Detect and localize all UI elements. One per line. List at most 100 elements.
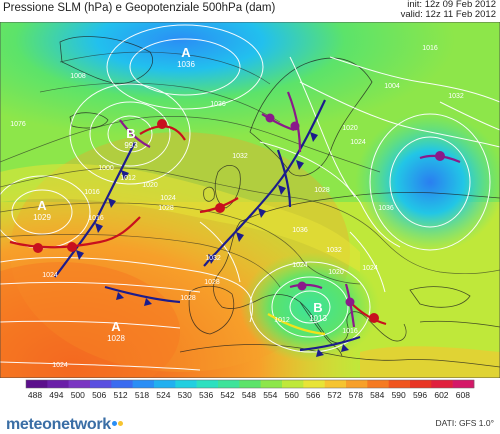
colorbar-swatch [175,380,197,388]
isobar-label: 1028 [158,205,174,212]
colorbar-swatch [239,380,261,388]
isobar-label: 1008 [70,73,86,80]
colorbar-tick-label: 494 [49,390,64,400]
warm-front-semicircles [33,119,379,323]
brand-logo: meteonetwork [6,416,123,434]
valid-time: valid: 12z 11 Feb 2012 [400,9,496,20]
coastlines [59,36,500,368]
colorbar-swatch [154,380,176,388]
brand-name: meteonetwork [6,416,111,433]
isobar-labels: 1076 1008 1000 1012 1016 1020 1024 1028 … [10,45,464,369]
isobar-label: 1024 [42,272,58,279]
isobar-label: 1032 [205,255,221,262]
data-source: DATI: GFS 1.0° [435,418,494,428]
isobar-label: 1000 [98,165,114,172]
colorbar-tick-label: 518 [134,390,150,400]
colorbar-panel: 488 494 500 506 512 518 524 530 536 542 548 554 560 5… [0,378,500,434]
colorbar-tick-label: 608 [455,390,470,400]
colorbar-swatch [388,380,411,388]
high-center-letter: A [181,45,191,60]
colorbar-tick-label: 500 [70,390,85,400]
colorbar-tick-label: 590 [391,390,406,400]
weather-map: A 1036 B 993 A 1029 A 1028 B 1013 1076 1… [0,22,500,378]
isobar-label: 1032 [448,93,464,100]
colorbar-swatch [90,380,112,388]
colorbar-swatch [218,380,240,388]
colorbar-tick-label: 578 [348,390,363,400]
colorbar-tick-label: 548 [241,390,256,400]
low-center-letter: B [313,300,322,315]
trough-line [267,312,326,336]
isobar-label: 1024 [362,265,378,272]
isobar-label: 1012 [274,317,290,324]
colorbar-swatch [431,380,453,388]
colorbar-swatch [346,380,368,388]
colorbar-tick-label: 524 [156,390,171,400]
colorbar-swatch [452,380,475,388]
colorbar-tick-label: 584 [370,390,385,400]
header: Pressione SLM (hPa) e Geopotenziale 500h… [0,0,500,22]
isobar-label: 1020 [328,269,344,276]
colorbar-tick-label: 536 [199,390,214,400]
isobar-label: 1016 [88,215,104,222]
isobar-label: 1028 [204,279,220,286]
occluded-front-symbols [265,113,445,307]
colorbar-tick-label: 596 [412,390,428,400]
isobar-label: 1036 [292,227,308,234]
colorbar-swatch [282,380,304,388]
high-center-letter: A [37,198,47,213]
isobar-label: 1028 [314,187,330,194]
colorbar-swatch [111,380,133,388]
low-center-letter: B [126,126,135,141]
colorbar-swatch [260,380,283,388]
colorbar-tick-label: 566 [306,390,321,400]
colorbar-tick-label: 560 [284,390,299,400]
cold-front-triangles [76,132,349,357]
colorbar-ticks: 488 494 500 506 512 518 524 530 536 542 548 554 560 5… [26,390,474,402]
colorbar-tick-label: 554 [263,390,278,400]
high-center-value: 1028 [107,334,125,343]
colorbar-swatch [47,380,69,388]
isobar-label: 1012 [120,175,136,182]
colorbar-tick-label: 530 [177,390,192,400]
init-time: init: 12z 09 Feb 2012 [407,0,496,10]
colorbar-tick-label: 488 [27,390,43,400]
colorbar-swatch [68,380,91,388]
geopotential-contours [0,51,500,288]
colorbar-tick-label: 512 [113,390,128,400]
isobar-label: 1032 [232,153,248,160]
isobar-label: 1016 [422,45,438,52]
colorbar-swatch [367,380,389,388]
low-center-value: 1013 [309,314,327,323]
colorbar-swatch [324,380,347,388]
isobar-label: 1024 [292,262,308,269]
isobar-label: 1016 [84,189,100,196]
isobar-label: 1024 [160,195,176,202]
isobar-label: 1020 [142,182,158,189]
colorbar-swatch [196,380,219,388]
pressure-centers: A 1036 B 993 A 1029 A 1028 B 1013 [33,45,327,343]
colorbar-swatch [303,380,325,388]
isobar-label: 1076 [10,121,26,128]
colorbar-tick-label: 602 [434,390,449,400]
isobar-label: 1024 [52,362,68,369]
high-center-value: 1029 [33,213,51,222]
isobar-label: 1024 [350,139,366,146]
colorbar-tick-label: 506 [92,390,107,400]
isobar-label: 1016 [342,328,358,335]
isobar-label: 1028 [180,295,196,302]
isobars [0,24,500,371]
low-center-value: 993 [124,141,138,150]
colorbar [25,379,475,389]
run-info: init: 12z 09 Feb 2012 valid: 12z 11 Feb … [401,0,496,20]
colorbar-tick-label: 542 [220,390,235,400]
isobar-label: 1036 [210,101,226,108]
colorbar-tick-label: 572 [327,390,342,400]
isobar-label: 1036 [378,205,394,212]
isobar-label: 1020 [342,125,358,132]
isobar-label: 1004 [384,83,400,90]
colorbar-swatch [132,380,155,388]
colorbar-swatch [26,380,48,388]
map-title: Pressione SLM (hPa) e Geopotenziale 500h… [3,2,276,14]
high-center-value: 1036 [177,60,195,69]
